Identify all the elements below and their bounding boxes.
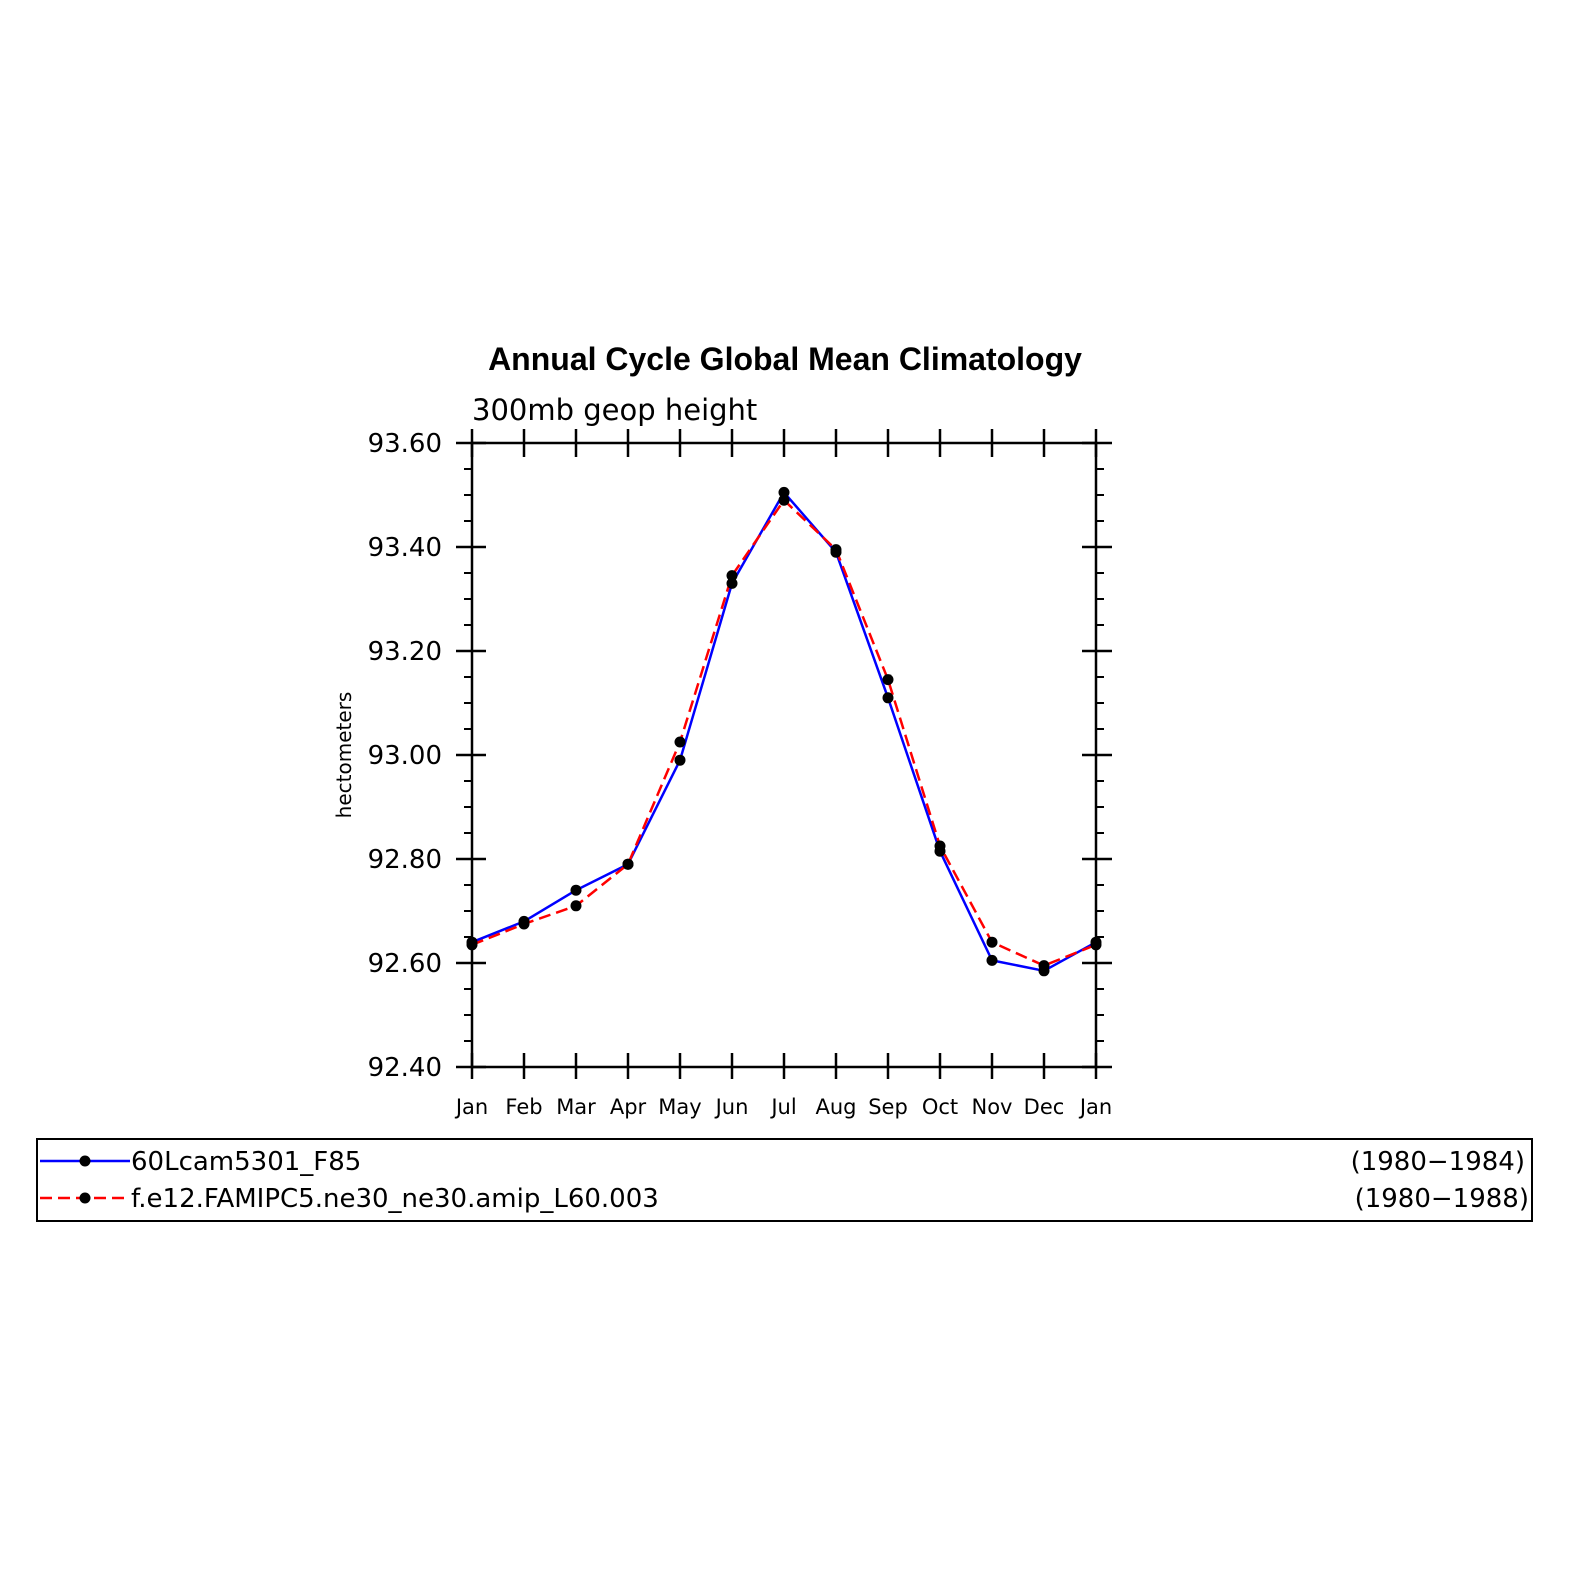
legend-series-2-name: f.e12.FAMIPC5.ne30_ne30.amip_L60.003: [131, 1184, 659, 1214]
data-point-series-2: [882, 674, 894, 686]
data-point-series-2: [986, 936, 998, 948]
data-point-series-1: [570, 884, 582, 896]
series-lines: [471, 491, 1097, 973]
data-point-series-2: [570, 900, 582, 912]
x-tick-label: Feb: [505, 1095, 542, 1119]
data-point-series-1: [726, 577, 738, 589]
y-tick-label: 92.60: [368, 949, 442, 979]
data-points: [466, 486, 1102, 977]
x-tick-label: May: [658, 1095, 701, 1119]
y-tick-label: 93.20: [368, 637, 442, 667]
y-tick-label: 93.00: [368, 741, 442, 771]
data-point-series-1: [882, 692, 894, 704]
y-tick-labels: 92.40 92.60 92.80 93.00 93.20 93.40 93.60: [368, 429, 442, 1083]
data-point-series-2: [622, 858, 634, 870]
data-point-series-2: [830, 544, 842, 556]
legend-series-2-period: (1980−1988): [1355, 1184, 1529, 1214]
x-tick-label: Jun: [714, 1095, 749, 1119]
data-point-series-2: [674, 736, 686, 748]
x-tick-label: Jan: [454, 1095, 488, 1119]
legend-series-1-period: (1980−1984): [1351, 1147, 1525, 1177]
chart-subtitle: 300mb geop height: [472, 393, 757, 427]
y-tick-label: 93.60: [368, 429, 442, 459]
data-point-series-2: [726, 570, 738, 582]
chart-title: Annual Cycle Global Mean Climatology: [488, 341, 1082, 377]
data-point-series-2: [778, 494, 790, 506]
y-tick-label: 92.80: [368, 845, 442, 875]
data-point-series-2: [934, 840, 946, 852]
legend-box: [36, 1138, 1533, 1222]
x-tick-label: Aug: [815, 1095, 856, 1119]
y-tick-label: 93.40: [368, 533, 442, 563]
y-tick-label: 92.40: [368, 1053, 442, 1083]
series-line-1: [471, 491, 1097, 973]
data-point-series-1: [778, 486, 790, 498]
data-point-series-2: [1038, 960, 1050, 972]
legend-marker-2: [79, 1192, 91, 1204]
data-point-series-2: [466, 939, 478, 951]
x-tick-label: Sep: [868, 1095, 908, 1119]
x-tick-label: Oct: [922, 1095, 958, 1119]
x-tick-label: Nov: [972, 1095, 1013, 1119]
x-tick-label: Apr: [610, 1095, 647, 1119]
legend-marker-1: [79, 1155, 91, 1167]
x-tick-labels: Jan Feb Mar Apr May Jun Jul Aug Sep Oct Nov Dec Jan: [454, 1095, 1112, 1119]
x-tick-label: Mar: [556, 1095, 596, 1119]
x-tick-label: Dec: [1024, 1095, 1065, 1119]
data-point-series-2: [518, 918, 530, 930]
legend-series-1-name: 60Lcam5301_F85: [131, 1147, 361, 1177]
data-point-series-1: [674, 754, 686, 766]
legend: 60Lcam5301_F85 (1980−1984) f.e12.FAMIPC5…: [36, 1138, 1533, 1222]
x-tick-label: Jul: [769, 1095, 796, 1119]
data-point-series-2: [1090, 939, 1102, 951]
x-tick-label: Jan: [1078, 1095, 1112, 1119]
axis-ticks: [456, 429, 1112, 1079]
y-axis-label: hectometers: [332, 692, 356, 819]
data-point-series-1: [986, 954, 998, 966]
plot-frame: [470, 441, 1098, 1069]
